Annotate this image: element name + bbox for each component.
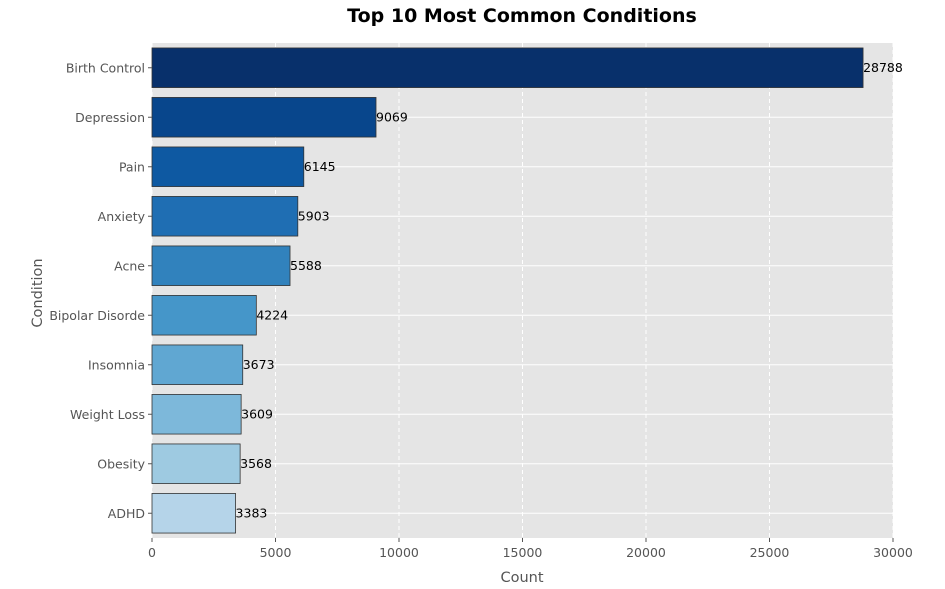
y-tick-label: Bipolar Disorde: [49, 308, 145, 323]
y-tick-label: ADHD: [108, 506, 145, 521]
bar: [151, 245, 291, 286]
data-label: 5903: [298, 208, 330, 223]
bar: [151, 146, 305, 187]
data-labels: 28788 9069 6145 5903 5588 4224 3673 3609 3568 338…: [236, 60, 903, 521]
bar: [151, 394, 242, 435]
y-tick-label: Anxiety: [98, 209, 146, 224]
data-label: 3383: [236, 505, 268, 520]
y-axis-ticks: Birth Control Depression Pain Anxiety Acne Bi…: [49, 60, 152, 521]
x-axis-label: Count: [500, 570, 543, 586]
y-tick-label: Acne: [114, 258, 145, 273]
x-tick-label: 15000: [503, 545, 543, 560]
y-tick-label: Weight Loss: [70, 407, 145, 422]
x-tick-label: 20000: [626, 545, 666, 560]
bar: [151, 47, 864, 88]
data-label: 4224: [256, 307, 288, 322]
y-tick-label: Birth Control: [66, 60, 145, 75]
data-label: 3609: [241, 406, 273, 421]
bar: [151, 344, 244, 385]
data-label: 3568: [240, 456, 272, 471]
y-tick-label: Pain: [119, 159, 145, 174]
x-tick-label: 5000: [260, 545, 292, 560]
x-tick-label: 10000: [379, 545, 419, 560]
y-tick-label: Depression: [75, 110, 145, 125]
chart-title: Top 10 Most Common Conditions: [347, 5, 697, 27]
x-tick-label: 0: [148, 545, 156, 560]
x-axis-ticks: 0 5000 10000 15000 20000 25000 30000: [148, 538, 913, 560]
x-tick-label: 30000: [873, 545, 913, 560]
bar: [151, 97, 377, 138]
data-label: 5588: [290, 258, 322, 273]
data-label: 9069: [376, 109, 408, 124]
bar: [151, 443, 241, 484]
y-tick-label: Obesity: [97, 456, 145, 471]
bar: [151, 295, 257, 336]
data-label: 6145: [304, 159, 336, 174]
y-tick-label: Insomnia: [88, 357, 145, 372]
bar: [151, 196, 299, 237]
data-label: 3673: [243, 357, 275, 372]
bar: [151, 493, 236, 534]
x-tick-label: 25000: [750, 545, 790, 560]
data-label: 28788: [863, 60, 903, 75]
y-axis-label: Condition: [30, 258, 46, 327]
